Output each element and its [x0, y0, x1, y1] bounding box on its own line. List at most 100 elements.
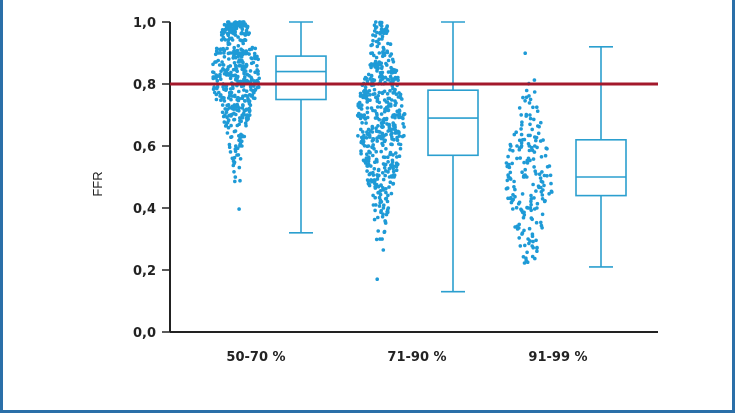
data-point: [395, 155, 399, 159]
data-point: [226, 73, 231, 77]
data-point: [365, 79, 370, 84]
data-point: [377, 204, 382, 208]
data-point: [226, 20, 230, 24]
data-point: [215, 78, 220, 83]
data-point: [394, 164, 398, 168]
data-point: [520, 232, 524, 236]
data-point: [513, 225, 517, 229]
data-point: [394, 92, 399, 96]
data-point: [364, 136, 369, 140]
data-point: [227, 142, 232, 147]
data-point: [224, 123, 229, 127]
data-point: [522, 175, 527, 179]
data-point: [530, 127, 534, 132]
data-point: [240, 27, 245, 32]
data-point: [232, 21, 236, 25]
data-point: [232, 61, 237, 65]
data-point: [214, 97, 219, 102]
data-point: [234, 144, 238, 148]
data-point: [383, 219, 388, 224]
data-point: [397, 154, 402, 158]
data-point: [235, 102, 239, 107]
data-point: [247, 52, 251, 56]
data-point: [359, 149, 363, 153]
data-point: [229, 97, 233, 102]
data-point: [539, 120, 543, 125]
data-point: [362, 136, 366, 140]
data-point: [507, 162, 511, 167]
data-point: [528, 122, 532, 127]
data-point: [381, 125, 385, 129]
data-point: [227, 51, 232, 55]
data-point: [380, 77, 385, 81]
data-point: [370, 124, 375, 129]
data-point: [381, 177, 386, 182]
data-point: [531, 182, 535, 187]
data-point: [383, 162, 388, 167]
data-point: [365, 106, 370, 110]
data-point: [212, 90, 217, 95]
data-point: [237, 109, 241, 113]
data-point: [217, 63, 222, 67]
data-point: [379, 121, 384, 125]
data-point: [508, 170, 513, 175]
data-point: [386, 155, 390, 159]
data-point: [545, 165, 550, 169]
data-point: [366, 144, 371, 148]
data-point: [229, 27, 234, 31]
data-point: [402, 112, 407, 116]
data-point: [380, 54, 385, 59]
data-point: [535, 249, 539, 253]
data-point: [241, 112, 245, 117]
data-point: [242, 32, 247, 36]
data-point: [517, 222, 521, 227]
data-point: [255, 85, 260, 90]
data-point: [241, 103, 245, 108]
data-point: [394, 168, 399, 172]
data-point: [535, 105, 539, 109]
data-point: [534, 172, 538, 176]
data-point: [538, 176, 543, 180]
data-point: [530, 232, 535, 236]
data-point: [244, 28, 249, 33]
data-point: [532, 90, 537, 94]
data-point: [515, 156, 519, 161]
data-point: [388, 42, 393, 46]
data-point: [378, 192, 383, 197]
data-point: [372, 23, 377, 28]
data-point: [222, 55, 227, 59]
data-point: [243, 38, 248, 42]
data-point: [516, 202, 521, 206]
data-point: [382, 138, 387, 143]
data-point: [375, 136, 379, 140]
data-point: [372, 87, 377, 92]
data-point: [536, 124, 540, 128]
y-tick-label: 0,0: [133, 326, 156, 341]
data-point: [512, 179, 516, 184]
data-point: [532, 165, 536, 169]
data-point: [375, 139, 380, 143]
data-point: [240, 24, 245, 28]
data-point: [230, 94, 234, 98]
data-point: [510, 198, 515, 203]
data-point: [517, 138, 522, 143]
data-point: [543, 153, 548, 158]
y-tick-label: 0,8: [133, 78, 156, 93]
data-point: [386, 160, 390, 164]
data-point: [389, 191, 394, 196]
data-point: [391, 67, 396, 72]
data-point: [512, 132, 517, 137]
data-point: [371, 153, 375, 158]
data-point: [539, 190, 544, 194]
data-point: [372, 167, 377, 171]
data-point: [248, 69, 253, 73]
data-point: [531, 157, 536, 161]
data-point: [378, 62, 383, 66]
data-point: [389, 71, 394, 75]
data-point: [530, 244, 534, 248]
data-point: [386, 170, 390, 174]
data-point: [392, 113, 397, 117]
data-point: [522, 213, 527, 217]
data-point: [256, 57, 260, 62]
data-point: [231, 159, 236, 163]
